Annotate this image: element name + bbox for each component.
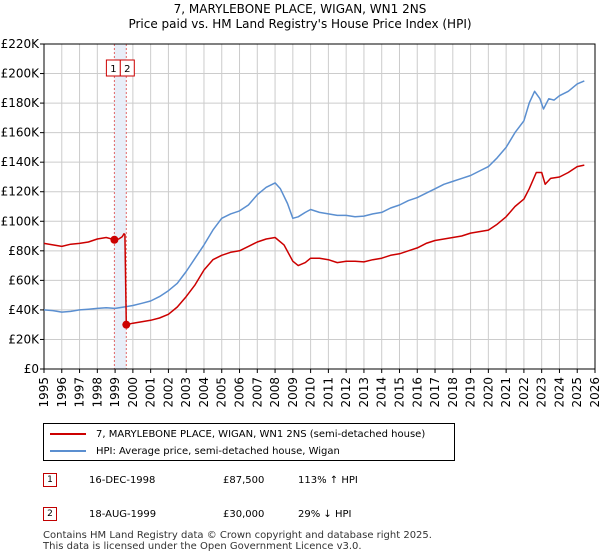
x-tick-label: 2016 — [410, 377, 424, 408]
x-tick-label: 1996 — [55, 377, 69, 408]
plot-frame — [43, 43, 596, 370]
y-tick-label: £180K — [1, 96, 41, 110]
legend: 7, MARYLEBONE PLACE, WIGAN, WN1 2NS (sem… — [43, 423, 455, 461]
x-tick-label: 2020 — [481, 377, 495, 408]
x-tick-label: 2007 — [250, 377, 264, 408]
x-tick-label: 2006 — [233, 377, 247, 408]
marker-band — [114, 44, 127, 369]
title-line-1: 7, MARYLEBONE PLACE, WIGAN, WN1 2NS — [173, 2, 427, 16]
sale-price: £30,000 — [223, 509, 265, 520]
marker-label-box — [119, 59, 135, 77]
x-tick-label: 2005 — [215, 377, 229, 408]
x-tick-label: 2011 — [321, 377, 335, 408]
sale-date: 16-DEC-1998 — [89, 475, 156, 486]
y-tick-label: £220K — [1, 37, 41, 51]
x-tick-label: 2010 — [304, 377, 318, 408]
legend-label-property: 7, MARYLEBONE PLACE, WIGAN, WN1 2NS (sem… — [96, 428, 426, 440]
y-axis: £0 £20K £40K £60K £80K £100K £120K £140K £160K £1… — [1, 37, 44, 376]
y-tick-label: £0 — [24, 362, 39, 376]
x-tick-label: 2013 — [357, 377, 371, 408]
x-tick-label: 1999 — [108, 377, 122, 408]
y-tick-label: £160K — [1, 126, 41, 140]
title-line-2: Price paid vs. HM Land Registry's House … — [128, 17, 472, 31]
marker-band-group — [113, 44, 127, 369]
x-axis: 1995 1996 1997 1998 1999 2000 2001 2002 2003 2004… — [37, 369, 600, 408]
x-tick-label: 2012 — [339, 377, 353, 408]
series-line-property — [43, 164, 585, 326]
x-tick-label: 1998 — [90, 377, 104, 408]
series-line-hpi — [43, 80, 585, 313]
legend-label-hpi: HPI: Average price, semi-detached house,… — [96, 445, 340, 457]
x-tick-label: 2004 — [197, 377, 211, 408]
x-tick-label: 1997 — [73, 377, 87, 408]
legend-swatch-hpi — [50, 450, 86, 452]
sale-number-badge: 1 — [43, 473, 57, 487]
legend-item-hpi: HPI: Average price, semi-detached house,… — [50, 443, 340, 459]
x-tick-label: 2025 — [570, 377, 584, 408]
y-tick-label: £40K — [8, 303, 40, 317]
x-tick-label: 2019 — [464, 377, 478, 408]
x-tick-label: 2003 — [179, 377, 193, 408]
sale-price: £87,500 — [223, 475, 265, 486]
x-tick-label: 2014 — [375, 377, 389, 408]
x-tick-label: 2017 — [428, 377, 442, 408]
y-tick-label: £60K — [8, 273, 40, 287]
sale-point — [110, 235, 119, 244]
x-tick-label: 2021 — [499, 377, 513, 408]
y-tick-label: £80K — [8, 244, 40, 258]
x-tick-label: 2022 — [517, 377, 531, 408]
legend-item-property: 7, MARYLEBONE PLACE, WIGAN, WN1 2NS (sem… — [50, 426, 425, 442]
y-tick-label: £20K — [8, 332, 40, 346]
series-group — [43, 80, 585, 326]
x-tick-label: 2018 — [446, 377, 460, 408]
marker-label: 1 — [110, 64, 116, 75]
price-chart: £0 £20K £40K £60K £80K £100K £120K £140K £160K £1… — [1, 37, 600, 408]
y-tick-label: £100K — [1, 214, 41, 228]
footer-line-1: Contains HM Land Registry data © Crown c… — [43, 530, 432, 541]
x-tick-label: 1995 — [37, 377, 51, 408]
sale-date: 18-AUG-1999 — [89, 509, 157, 520]
x-tick-label: 2023 — [535, 377, 549, 408]
x-tick-label: 2024 — [552, 377, 566, 408]
x-tick-label: 2009 — [286, 377, 300, 408]
sale-hpi-change: 29% ↓ HPI — [298, 509, 352, 520]
footer-line-2: This data is licensed under the Open Gov… — [43, 541, 362, 552]
legend-swatch-property — [50, 433, 86, 435]
marker-label: 2 — [124, 64, 130, 75]
y-tick-label: £140K — [1, 155, 41, 169]
x-tick-label: 2000 — [126, 377, 140, 408]
x-tick-label: 2002 — [161, 377, 175, 408]
x-tick-label: 2026 — [588, 377, 600, 408]
x-tick-label: 2001 — [144, 377, 158, 408]
chart-title: 7, MARYLEBONE PLACE, WIGAN, WN1 2NS Pric… — [0, 2, 600, 32]
table-row: 2 18-AUG-1999 £30,000 29% ↓ HPI — [43, 504, 463, 526]
sale-point — [122, 320, 131, 329]
x-tick-label: 2015 — [392, 377, 406, 408]
y-tick-label: £200K — [1, 67, 41, 81]
sale-number-badge: 2 — [43, 507, 57, 521]
footer: Contains HM Land Registry data © Crown c… — [43, 530, 432, 552]
table-row: 1 16-DEC-1998 £87,500 113% ↑ HPI — [43, 470, 463, 492]
sale-hpi-change: 113% ↑ HPI — [298, 475, 358, 486]
x-tick-label: 2008 — [268, 377, 282, 408]
y-tick-label: £120K — [1, 185, 41, 199]
